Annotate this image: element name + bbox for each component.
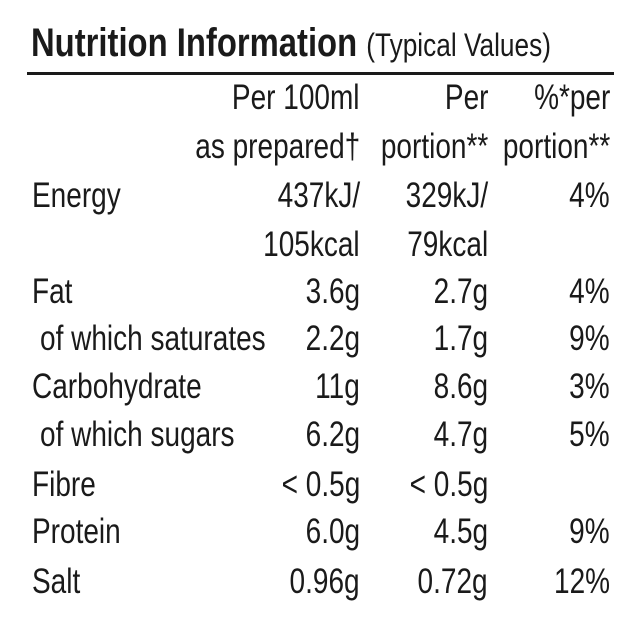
percent-value: 9% [569, 512, 610, 551]
row-label: of which saturates [40, 319, 266, 358]
column-header: as prepared† [194, 127, 360, 166]
per-100ml-value: 6.2g [305, 415, 361, 454]
per-100ml-value: 11g [315, 367, 360, 406]
per-portion-value: 79kcal [407, 225, 488, 264]
per-100ml-value: 0.96g [289, 562, 360, 601]
per-portion-value: 2.7g [433, 272, 489, 311]
subtitle: (Typical Values) [366, 27, 551, 63]
row-label: Salt [32, 562, 81, 601]
row-label: Fibre [32, 465, 96, 504]
per-100ml-value: 6.0g [305, 512, 361, 551]
column-header: portion** [502, 127, 610, 166]
percent-value: 5% [569, 415, 610, 454]
row-label: of which sugars [40, 415, 235, 454]
row-label: Fat [32, 272, 73, 311]
column-header: Per [444, 78, 488, 117]
row-label: Energy [32, 176, 121, 215]
divider [27, 72, 614, 75]
per-100ml-value: 105kcal [263, 225, 360, 264]
column-header: portion** [380, 127, 488, 166]
percent-value: 3% [569, 367, 610, 406]
title-text: Nutrition Information [31, 21, 358, 65]
per-100ml-value: 3.6g [305, 272, 361, 311]
per-portion-value: 1.7g [433, 319, 489, 358]
per-portion-value: 4.5g [433, 512, 489, 551]
per-portion-value: 4.7g [433, 415, 489, 454]
percent-value: 4% [569, 272, 610, 311]
per-100ml-value: < 0.5g [281, 465, 360, 504]
column-header: Per 100ml [232, 78, 360, 117]
percent-value: 9% [569, 319, 610, 358]
percent-value: 12% [553, 562, 610, 601]
per-100ml-value: 437kJ/ [277, 176, 361, 215]
per-portion-value: 0.72g [417, 562, 488, 601]
per-portion-value: 8.6g [433, 367, 489, 406]
row-label: Carbohydrate [32, 367, 202, 406]
percent-value: 4% [569, 176, 610, 215]
per-100ml-value: 2.2g [305, 319, 361, 358]
per-portion-value: 329kJ/ [405, 176, 489, 215]
row-label: Protein [32, 512, 121, 551]
column-header: %*per [533, 78, 610, 117]
per-portion-value: < 0.5g [409, 465, 488, 504]
page-title: Nutrition Information (Typical Values) [31, 20, 551, 68]
